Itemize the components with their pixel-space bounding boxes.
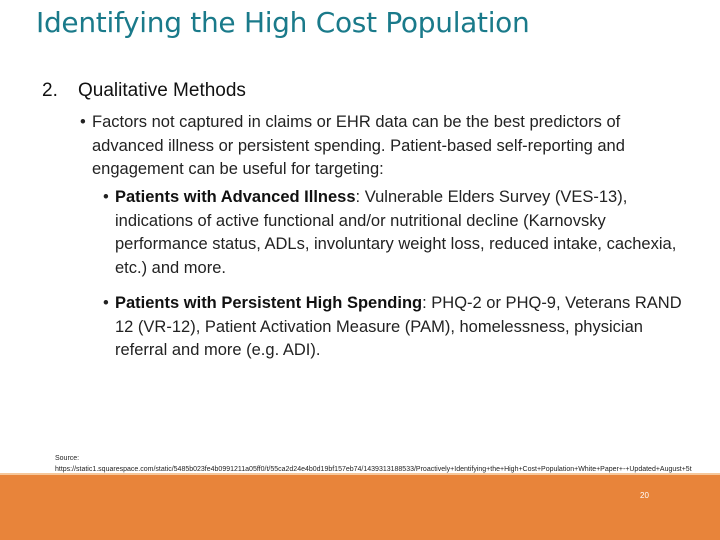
- main-bullet-text: Factors not captured in claims or EHR da…: [92, 113, 625, 178]
- bullet-icon: •: [80, 113, 86, 131]
- sub-bullet-label: Patients with Advanced Illness: [115, 188, 356, 206]
- section-heading: 2. Qualitative Methods: [42, 80, 246, 102]
- bullet-icon: •: [103, 294, 109, 312]
- bullet-icon: •: [103, 188, 109, 206]
- footer-bar: [0, 473, 720, 540]
- sub-bullet-label: Patients with Persistent High Spending: [115, 294, 423, 312]
- sub-bullet-high-spending: • Patients with Persistent High Spending…: [103, 292, 685, 363]
- section-title: Qualitative Methods: [78, 80, 246, 101]
- section-number: 2.: [42, 80, 58, 101]
- sub-bullet-advanced-illness: • Patients with Advanced Illness: Vulner…: [103, 186, 685, 280]
- source-label: Source:: [55, 455, 80, 462]
- sub-bullet-text: : Vulnerable Elders Survey (VES-13), ind…: [115, 188, 677, 277]
- slide-title: Identifying the High Cost Population: [36, 6, 530, 39]
- page-number: 20: [640, 491, 649, 500]
- footer-divider: [0, 473, 720, 475]
- sub-bullet-text: : PHQ-2 or PHQ-9, Veterans RAND 12 (VR-1…: [115, 294, 682, 359]
- main-bullet: • Factors not captured in claims or EHR …: [80, 111, 692, 182]
